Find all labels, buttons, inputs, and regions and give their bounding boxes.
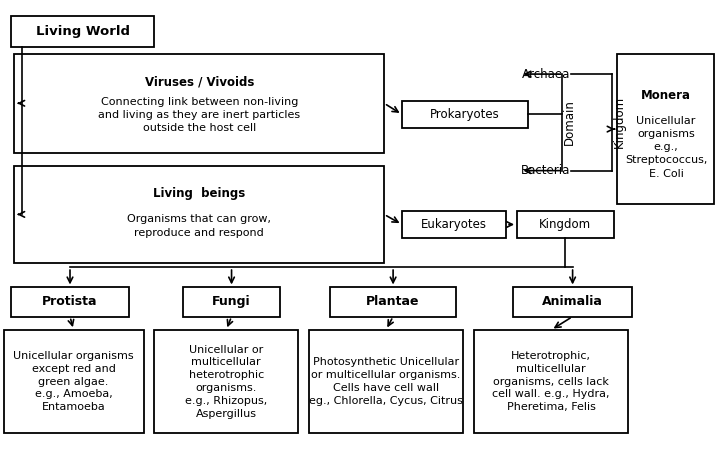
Text: Monera: Monera <box>641 89 691 102</box>
FancyBboxPatch shape <box>14 166 384 263</box>
FancyBboxPatch shape <box>14 54 384 153</box>
Text: Eukaryotes: Eukaryotes <box>421 218 487 231</box>
FancyBboxPatch shape <box>474 330 628 433</box>
Text: Prokaryotes: Prokaryotes <box>430 108 500 121</box>
FancyBboxPatch shape <box>4 330 144 433</box>
Text: Kingdom: Kingdom <box>539 218 592 231</box>
Text: Unicellular organisms
except red and
green algae.
e.g., Amoeba,
Entamoeba: Unicellular organisms except red and gre… <box>13 351 134 412</box>
Text: Unicellular
organisms
e.g.,
Streptococcus,
E. Coli: Unicellular organisms e.g., Streptococcu… <box>625 116 707 179</box>
Text: Unicellular or
multicellular
heterotrophic
organisms.
e.g., Rhizopus,
Aspergillu: Unicellular or multicellular heterotroph… <box>185 345 267 418</box>
FancyBboxPatch shape <box>517 211 614 238</box>
Text: Bacteria: Bacteria <box>521 164 570 177</box>
Text: Animalia: Animalia <box>542 295 603 308</box>
Text: Archaea: Archaea <box>521 68 570 80</box>
FancyBboxPatch shape <box>330 287 456 317</box>
Text: Living World: Living World <box>36 25 129 38</box>
Text: Living  beings: Living beings <box>153 187 246 200</box>
FancyBboxPatch shape <box>154 330 298 433</box>
FancyBboxPatch shape <box>513 287 632 317</box>
FancyBboxPatch shape <box>11 16 154 47</box>
FancyBboxPatch shape <box>309 330 463 433</box>
Text: Kingdom: Kingdom <box>612 96 625 148</box>
FancyBboxPatch shape <box>11 287 129 317</box>
Text: Domain: Domain <box>563 99 576 145</box>
Text: Protista: Protista <box>42 295 98 308</box>
Text: Connecting link between non-living
and living as they are inert particles
outsid: Connecting link between non-living and l… <box>98 97 300 133</box>
Text: Viruses / Vivoids: Viruses / Vivoids <box>144 75 254 88</box>
Text: Fungi: Fungi <box>213 295 251 308</box>
Text: Organisms that can grow,
reproduce and respond: Organisms that can grow, reproduce and r… <box>127 214 271 238</box>
FancyBboxPatch shape <box>402 211 506 238</box>
FancyBboxPatch shape <box>617 54 714 204</box>
Text: Photosynthetic Unicellular
or multicellular organisms.
Cells have cell wall
eg.,: Photosynthetic Unicellular or multicellu… <box>309 357 463 406</box>
Text: Heterotrophic,
multicellular
organisms, cells lack
cell wall. e.g., Hydra,
Phere: Heterotrophic, multicellular organisms, … <box>493 351 610 412</box>
FancyBboxPatch shape <box>183 287 280 317</box>
Text: Plantae: Plantae <box>366 295 420 308</box>
FancyBboxPatch shape <box>402 101 528 128</box>
